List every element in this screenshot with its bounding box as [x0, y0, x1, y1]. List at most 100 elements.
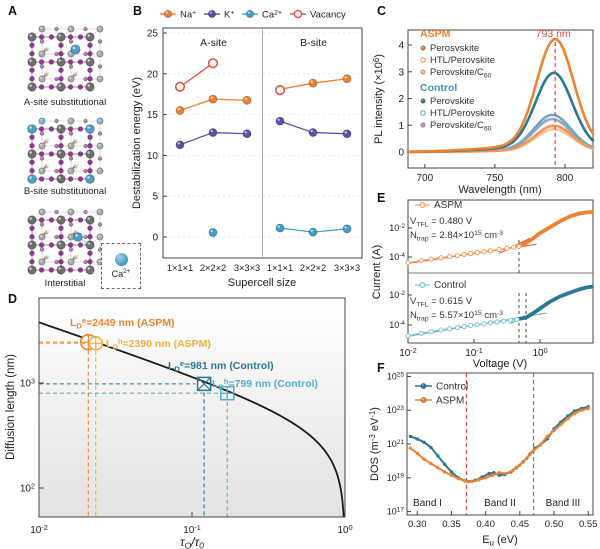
- b-xtick: 3×3×3: [334, 263, 360, 273]
- b-xtick: 3×3×3: [234, 263, 260, 273]
- b-ytick: 25: [147, 29, 159, 40]
- f-ytick: 1025: [387, 371, 405, 381]
- b-ytick: 0: [152, 233, 158, 244]
- c-legend-header: ASPM: [420, 28, 451, 40]
- f-xtick: 0.30: [408, 519, 427, 530]
- b-legend-item-0: Na+: [160, 9, 196, 21]
- panel-f-label: F: [377, 361, 385, 375]
- crystal-interstitial: [27, 208, 104, 275]
- caption-b-site: B-site substitutional: [23, 186, 107, 197]
- ca-legend-box: Ca2+: [101, 243, 141, 289]
- f-ylabel: DOS (m-3 eV-1): [368, 407, 381, 481]
- c-legend-item: Perovskite: [430, 96, 474, 107]
- e-ytick: 10-2: [389, 290, 405, 300]
- b-xtick: 1×1×1: [167, 263, 193, 273]
- e-ylabel: Current (A): [371, 245, 383, 299]
- e-xtick: 10-1: [465, 346, 483, 359]
- b-ytick: 5: [152, 192, 158, 203]
- svg-text:K+: K+: [224, 9, 234, 20]
- e-ytick: 10-4: [389, 320, 405, 330]
- panel-a-label: A: [8, 4, 18, 18]
- d-xlabel: τQ/τ0: [180, 535, 204, 549]
- b-legend-item-2: Ca2+: [242, 9, 282, 21]
- e-ytick: 10-2: [389, 223, 405, 233]
- c-ytick: 3: [398, 67, 404, 78]
- d-marker-label-0: LDe=2449 nm (ASPM): [70, 316, 174, 331]
- f-band-label-2: Band III: [546, 498, 580, 509]
- c-ytick: 4: [398, 41, 404, 52]
- e-legend-aspm: ASPM: [434, 200, 462, 211]
- panel-c-label: C: [377, 4, 387, 18]
- e-vtfl-aspm: VTFL = 0.480 V: [410, 216, 473, 228]
- d-marker-label-1: LDh=2390 nm (ASPM): [106, 337, 211, 352]
- d-xtick: 100: [337, 523, 352, 536]
- f-xtick: 0.50: [545, 519, 564, 530]
- c-ylabel: PL intensity (×106): [372, 54, 385, 144]
- d-xtick: 10-1: [183, 523, 201, 536]
- caption-interstitial: Interstitial: [44, 278, 86, 289]
- chart-current-voltage: 10-2 10-4 ASPM VTFL = 0.480 V Ntrap = 2.84×1…: [371, 199, 594, 370]
- c-xtick: 750: [487, 173, 504, 184]
- b-xtick: 2×2×2: [300, 263, 326, 273]
- panel-a-crystal-structures: A-site substitutional B-site substitutio…: [0, 0, 141, 295]
- e-xtick: 100: [532, 346, 547, 359]
- b-ytick: 10: [147, 151, 159, 162]
- f-ytick: 1017: [387, 507, 405, 517]
- c-peak-annotation: 793 nm: [536, 28, 571, 40]
- svg-text:Ca2+: Ca2+: [262, 9, 282, 20]
- svg-text:Vacancy: Vacancy: [310, 10, 346, 21]
- c-ytick: 1: [398, 121, 404, 132]
- c-ytick: 2: [398, 94, 404, 105]
- d-ytick: 103: [20, 376, 35, 389]
- c-legend-item: Perovskite/C60: [430, 120, 492, 132]
- f-xlabel: Eu (eV): [482, 534, 518, 547]
- e-ntrap-aspm: Ntrap = 2.84×1015 cm-3: [410, 230, 503, 243]
- caption-a-site: A-site substitutional: [23, 97, 107, 108]
- b-xtick: 1×1×1: [267, 263, 293, 273]
- c-ytick: 0: [398, 148, 404, 159]
- f-band-label-1: Band II: [484, 498, 516, 509]
- f-band-label-0: Band I: [413, 498, 442, 509]
- f-xtick: 0.55: [579, 519, 598, 530]
- f-xtick: 0.40: [476, 519, 495, 530]
- f-ytick: 1019: [387, 473, 405, 483]
- b-ylabel: Destabilization energy (eV): [131, 77, 143, 209]
- d-ylabel: Diffusion length (nm): [5, 354, 17, 460]
- d-marker-label-3: LDh=799 nm (Control): [212, 377, 318, 392]
- c-legend-item: Perovskite/C60: [430, 67, 492, 79]
- b-ytick: 20: [147, 69, 159, 80]
- f-legend-control: Control: [436, 382, 468, 393]
- b-legend-item-1: K+: [204, 9, 234, 21]
- b-xtick: 2×2×2: [200, 263, 226, 273]
- e-xtick: 10-2: [399, 346, 417, 359]
- crystal-b-site-substitutional: [27, 117, 104, 184]
- c-xlabel: Wavelength (nm): [458, 184, 541, 196]
- panel-d-label: D: [8, 292, 18, 306]
- ca-legend-label: Ca2+: [111, 268, 131, 279]
- b-legend-item-3: Vacancy: [290, 10, 346, 21]
- chart-destabilization-energy: 0 5 10 15 20 25 A-site B-site Na+ K+ Ca2+ Vacancy 1×…: [131, 9, 363, 289]
- e-legend-control: Control: [434, 280, 466, 291]
- e-vtfl-control: VTFL = 0.615 V: [410, 296, 473, 308]
- c-legend-item: HTL/Perovskite: [430, 108, 495, 119]
- c-legend-item: Perosvskite: [430, 43, 479, 54]
- e-ntrap-control: Ntrap = 5.57×1015 cm-3: [410, 310, 503, 323]
- f-ytick: 1021: [387, 439, 405, 449]
- d-ytick: 102: [20, 481, 35, 494]
- b-xlabel: Supercell size: [228, 277, 296, 289]
- d-xtick: 10-2: [30, 523, 48, 536]
- crystal-a-site-substitutional: [27, 25, 104, 92]
- f-ytick: 1023: [387, 405, 405, 415]
- chart-dos: 1017 1019 1021 1023 1025 0.30 0.35 0.40 0.45 0.50…: [368, 371, 598, 547]
- f-legend-aspm: ASPM: [436, 396, 464, 407]
- d-marker-label-2: LDe=981 nm (Control): [168, 359, 274, 374]
- svg-text:Na+: Na+: [180, 9, 196, 20]
- panel-b-label: B: [133, 4, 143, 18]
- f-xtick: 0.45: [511, 519, 530, 530]
- c-xtick: 700: [416, 173, 433, 184]
- c-legend-header: Control: [420, 82, 457, 94]
- b-section-b-site: B-site: [300, 37, 327, 49]
- ca-sphere-icon: [114, 253, 128, 266]
